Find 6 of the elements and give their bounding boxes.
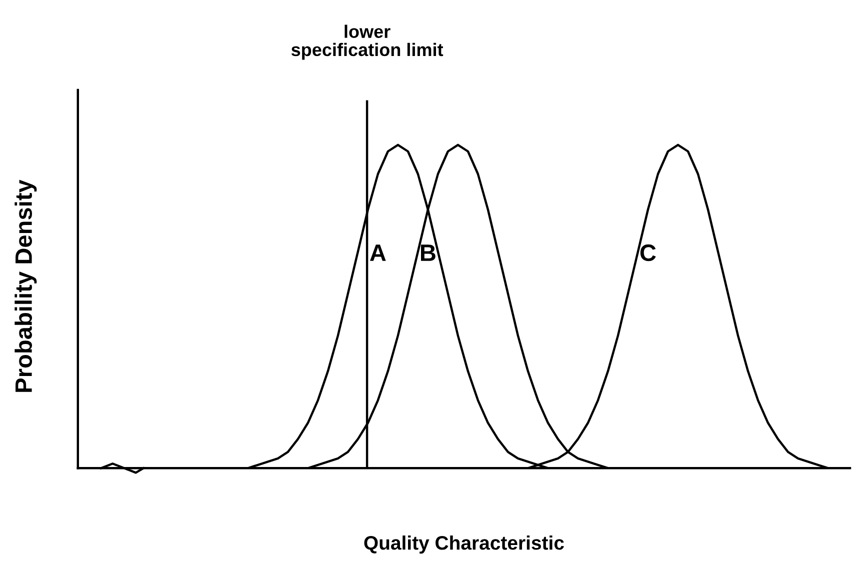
series-label: A	[370, 244, 386, 261]
y-axis-title: Probability Density	[14, 180, 37, 392]
x-axis-title: Quality Characteristic	[364, 536, 564, 554]
series-label: C	[640, 244, 656, 262]
text: lower specification limit	[291, 24, 444, 60]
series-label: B	[421, 244, 436, 261]
